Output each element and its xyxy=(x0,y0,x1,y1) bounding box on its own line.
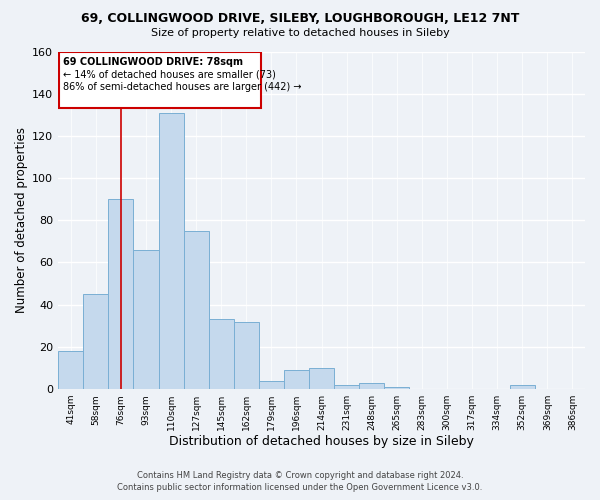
Bar xyxy=(133,250,158,389)
Bar xyxy=(209,320,234,389)
Bar xyxy=(284,370,309,389)
Y-axis label: Number of detached properties: Number of detached properties xyxy=(15,128,28,314)
Text: 69 COLLINGWOOD DRIVE: 78sqm: 69 COLLINGWOOD DRIVE: 78sqm xyxy=(63,57,243,67)
Bar xyxy=(309,368,334,389)
Bar xyxy=(510,385,535,389)
Text: 86% of semi-detached houses are larger (442) →: 86% of semi-detached houses are larger (… xyxy=(63,82,302,92)
Bar xyxy=(384,387,409,389)
Text: Size of property relative to detached houses in Sileby: Size of property relative to detached ho… xyxy=(151,28,449,38)
X-axis label: Distribution of detached houses by size in Sileby: Distribution of detached houses by size … xyxy=(169,434,474,448)
Bar xyxy=(334,385,359,389)
Bar xyxy=(109,199,133,389)
Bar xyxy=(234,322,259,389)
Text: Contains HM Land Registry data © Crown copyright and database right 2024.
Contai: Contains HM Land Registry data © Crown c… xyxy=(118,471,482,492)
Bar xyxy=(259,380,284,389)
Text: ← 14% of detached houses are smaller (73): ← 14% of detached houses are smaller (73… xyxy=(63,70,276,80)
Bar xyxy=(58,351,83,389)
Bar xyxy=(59,52,262,108)
Bar xyxy=(359,383,384,389)
Bar xyxy=(158,112,184,389)
Text: 69, COLLINGWOOD DRIVE, SILEBY, LOUGHBOROUGH, LE12 7NT: 69, COLLINGWOOD DRIVE, SILEBY, LOUGHBORO… xyxy=(81,12,519,26)
Bar xyxy=(83,294,109,389)
Bar xyxy=(184,231,209,389)
